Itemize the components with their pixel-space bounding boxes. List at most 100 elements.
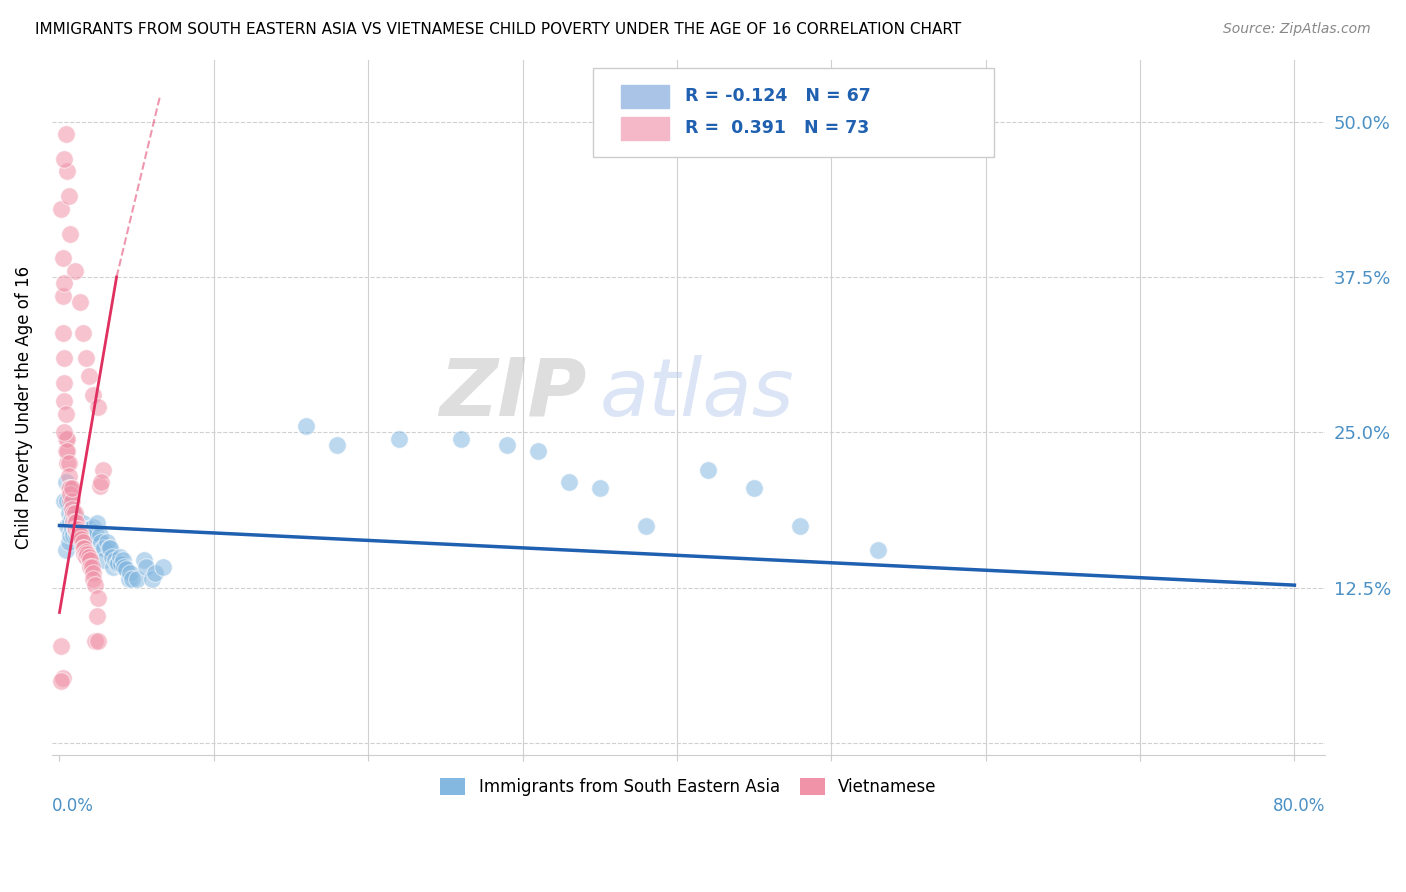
Point	[72, 534, 94, 549]
Point	[93, 541, 115, 555]
Legend: Immigrants from South Eastern Asia, Vietnamese: Immigrants from South Eastern Asia, Viet…	[433, 772, 943, 803]
Text: 0.0%: 0.0%	[52, 797, 94, 815]
Point	[62, 515, 84, 529]
Point	[69, 528, 91, 542]
Point	[55, 407, 77, 421]
Point	[55, 432, 77, 446]
Point	[60, 502, 83, 516]
Point	[388, 432, 411, 446]
Point	[53, 376, 76, 390]
Point	[55, 444, 77, 458]
Point	[134, 553, 156, 567]
FancyBboxPatch shape	[621, 117, 669, 140]
Point	[105, 557, 128, 571]
Point	[866, 543, 889, 558]
Point	[53, 277, 76, 291]
Point	[56, 164, 79, 178]
Point	[58, 506, 80, 520]
Point	[79, 553, 101, 567]
Point	[696, 462, 718, 476]
Point	[589, 481, 612, 495]
Point	[789, 518, 811, 533]
Point	[152, 559, 174, 574]
Point	[65, 515, 87, 529]
Point	[104, 553, 127, 567]
Point	[82, 572, 104, 586]
Point	[450, 432, 472, 446]
Point	[51, 252, 73, 266]
Point	[70, 532, 93, 546]
Point	[70, 534, 93, 549]
Point	[53, 394, 76, 409]
Point	[84, 524, 107, 539]
Point	[82, 388, 104, 402]
Point	[80, 528, 103, 542]
Point	[84, 578, 107, 592]
Point	[56, 493, 79, 508]
Point	[58, 534, 80, 549]
Point	[97, 541, 120, 555]
Point	[55, 543, 77, 558]
Text: R = -0.124   N = 67: R = -0.124 N = 67	[685, 87, 870, 105]
Point	[110, 557, 132, 571]
Point	[87, 591, 110, 605]
Point	[72, 326, 94, 340]
Point	[742, 481, 765, 495]
Point	[65, 522, 87, 536]
Text: R =  0.391   N = 73: R = 0.391 N = 73	[685, 119, 869, 136]
Point	[51, 671, 73, 685]
Point	[143, 566, 166, 580]
Point	[69, 294, 91, 309]
Point	[58, 481, 80, 495]
FancyBboxPatch shape	[593, 68, 994, 157]
Point	[53, 493, 76, 508]
Point	[73, 524, 96, 539]
Point	[75, 522, 97, 536]
Point	[79, 559, 101, 574]
Point	[62, 528, 84, 542]
Point	[59, 227, 82, 241]
Point	[135, 559, 157, 574]
Point	[86, 609, 108, 624]
Point	[91, 541, 114, 555]
Point	[63, 522, 86, 536]
Point	[49, 673, 72, 688]
Text: atlas: atlas	[599, 354, 794, 433]
Point	[295, 419, 318, 434]
Point	[100, 541, 122, 555]
Point	[59, 528, 82, 542]
Point	[89, 479, 111, 493]
Point	[58, 456, 80, 470]
Point	[91, 462, 114, 476]
Point	[558, 475, 581, 489]
Point	[118, 572, 141, 586]
Point	[59, 515, 82, 529]
Point	[75, 544, 97, 558]
Point	[82, 520, 104, 534]
Point	[326, 438, 349, 452]
Text: IMMIGRANTS FROM SOUTH EASTERN ASIA VS VIETNAMESE CHILD POVERTY UNDER THE AGE OF : IMMIGRANTS FROM SOUTH EASTERN ASIA VS VI…	[35, 22, 962, 37]
Point	[51, 288, 73, 302]
Text: 80.0%: 80.0%	[1272, 797, 1326, 815]
Point	[65, 509, 87, 524]
Point	[107, 556, 129, 570]
Y-axis label: Child Poverty Under the Age of 16: Child Poverty Under the Age of 16	[15, 266, 32, 549]
Point	[58, 189, 80, 203]
Point	[87, 634, 110, 648]
Point	[63, 264, 86, 278]
Point	[62, 515, 84, 529]
Point	[56, 456, 79, 470]
Point	[55, 475, 77, 489]
Point	[84, 634, 107, 648]
Point	[112, 559, 135, 574]
Point	[75, 549, 97, 564]
Point	[77, 522, 100, 536]
Point	[60, 481, 83, 495]
Point	[75, 351, 97, 365]
Text: ZIP: ZIP	[439, 354, 586, 433]
Point	[56, 444, 79, 458]
Point	[60, 509, 83, 524]
Point	[56, 518, 79, 533]
Point	[141, 572, 163, 586]
Point	[96, 534, 118, 549]
